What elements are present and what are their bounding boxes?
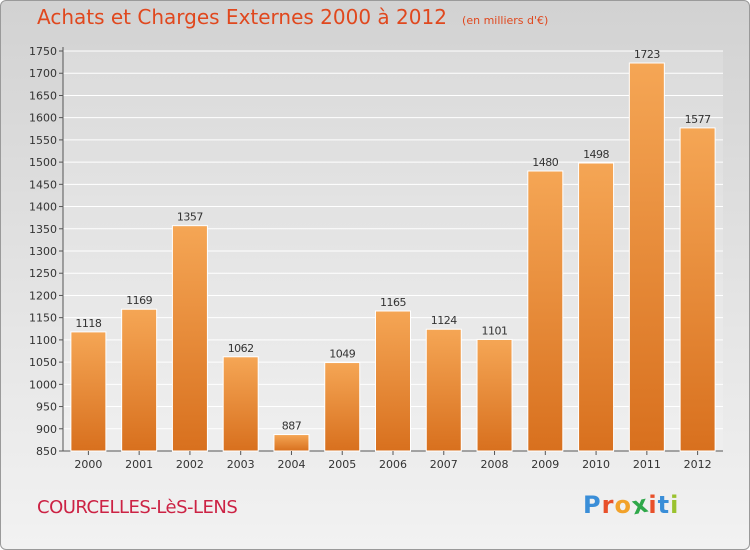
bar-2011 — [628, 62, 665, 452]
brand-logo-letter: o — [614, 491, 632, 519]
y-tick-label: 1150 — [29, 312, 57, 325]
data-label: 887 — [282, 420, 302, 433]
bar-2008 — [476, 338, 513, 452]
y-tick-label: 1600 — [29, 112, 57, 125]
data-label: 1723 — [634, 48, 660, 61]
brand-logo-letter: t — [657, 491, 671, 519]
x-tick-label: 2009 — [531, 458, 559, 471]
brand-logo-letter: i — [648, 491, 658, 519]
bar-2006 — [375, 310, 411, 452]
x-tick-label: 2008 — [481, 458, 509, 471]
x-tick-label: 2006 — [379, 458, 407, 471]
y-tick-label: 1500 — [29, 156, 57, 169]
y-tick-label: 1250 — [29, 267, 57, 280]
y-tick-label: 1400 — [29, 201, 57, 214]
data-label: 1124 — [431, 314, 457, 327]
y-tick-label: 1200 — [29, 289, 57, 302]
y-tick-label: 1450 — [29, 178, 57, 191]
bar-2000 — [70, 331, 107, 452]
x-tick-label: 2002 — [176, 458, 204, 471]
data-label: 1357 — [177, 211, 203, 224]
bar-2004 — [273, 434, 310, 452]
data-label: 1049 — [329, 348, 355, 361]
bar-2009 — [527, 170, 564, 452]
x-tick-label: 2000 — [74, 458, 102, 471]
brand-logo: Proxiti — [583, 490, 680, 521]
x-tick-label: 2001 — [125, 458, 153, 471]
bar-2002 — [171, 225, 208, 452]
x-tick-label: 2004 — [277, 458, 305, 471]
y-tick-label: 1300 — [29, 245, 57, 258]
data-label: 1101 — [482, 324, 508, 337]
commune-name: COURCELLES-LèS-LENS — [37, 497, 238, 518]
x-tick-label: 2010 — [582, 458, 610, 471]
data-label: 1498 — [583, 148, 609, 161]
y-tick-label: 1750 — [29, 45, 57, 58]
y-tick-label: 1550 — [29, 134, 57, 147]
y-tick-label: 850 — [36, 445, 57, 458]
title-row: Achats et Charges Externes 2000 à 2012 (… — [37, 5, 548, 29]
y-tick-label: 1650 — [29, 89, 57, 102]
y-tick-label: 1050 — [29, 356, 57, 369]
brand-logo-letter: r — [601, 491, 615, 519]
bar-2010 — [578, 162, 615, 452]
y-tick-label: 1100 — [29, 334, 57, 347]
x-tick-label: 2007 — [430, 458, 458, 471]
data-label: 1062 — [228, 342, 254, 355]
y-tick-label: 1000 — [29, 378, 57, 391]
bar-2005 — [324, 362, 361, 452]
y-tick-label: 1700 — [29, 67, 57, 80]
data-label: 1169 — [126, 294, 152, 307]
x-tick-label: 2012 — [684, 458, 712, 471]
chart-unit: (en milliers d'€) — [462, 14, 549, 27]
x-tick-label: 2011 — [633, 458, 661, 471]
chart-title: Achats et Charges Externes 2000 à 2012 — [37, 5, 447, 29]
y-tick-label: 900 — [36, 423, 57, 436]
bar-2012 — [679, 127, 716, 452]
bar-2003 — [222, 356, 259, 452]
bar-2007 — [425, 328, 462, 452]
brand-logo-letter: i — [670, 491, 680, 519]
x-tick-label: 2005 — [328, 458, 356, 471]
bar-2001 — [121, 308, 158, 452]
data-label: 1577 — [685, 113, 711, 126]
x-tick-label: 2003 — [227, 458, 255, 471]
y-tick-label: 950 — [36, 401, 57, 414]
data-label: 1165 — [380, 296, 406, 309]
brand-logo-letter: P — [583, 491, 602, 519]
data-label: 1118 — [75, 317, 101, 330]
data-label: 1480 — [532, 156, 558, 169]
y-tick-label: 1350 — [29, 223, 57, 236]
